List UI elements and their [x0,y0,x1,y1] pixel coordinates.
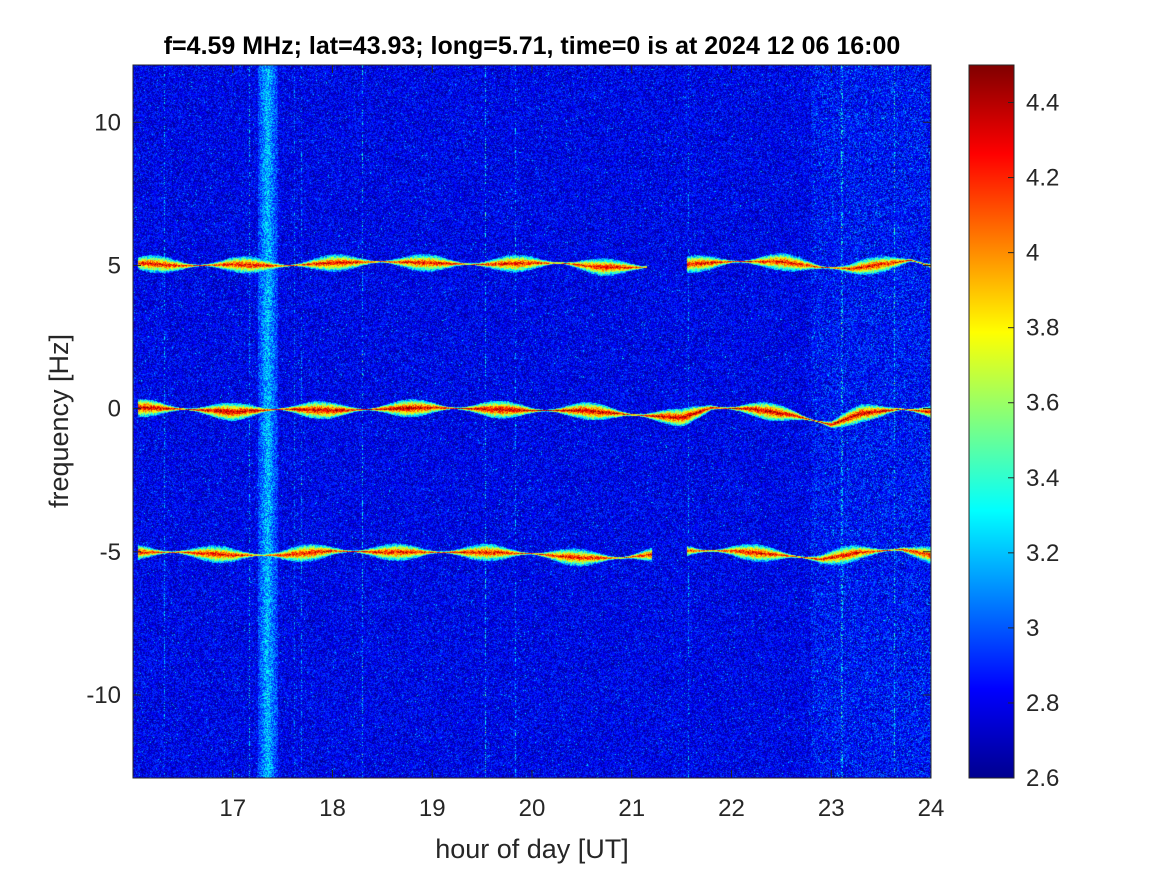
heatmap-image [133,65,931,778]
colorbar-tick-label: 4 [1026,240,1039,267]
x-tick-label: 21 [618,795,645,822]
colorbar-gradient [969,65,1014,778]
y-axis-label: frequency [Hz] [44,334,74,508]
colorbar-ticks: 2.6 2.8 3 3.2 3.4 3.6 3.8 4 4.2 4.4 [1008,90,1059,792]
colorbar-tick-label: 2.8 [1026,690,1059,717]
colorbar-frame [968,64,1015,779]
x-tick-label: 18 [319,795,346,822]
y-tick-label: -5 [100,539,121,566]
colorbar-tick-label: 3 [1026,615,1039,642]
y-tick-label: 0 [108,396,121,423]
x-axis: 17 18 19 20 21 22 23 24 [219,65,944,822]
x-tick-label: 22 [718,795,745,822]
colorbar: 2.6 2.8 3 3.2 3.4 3.6 3.8 4 4.2 4.4 [968,64,1059,792]
chart-title: f=4.59 MHz; lat=43.93; long=5.71, time=0… [164,32,901,60]
x-tick-label: 19 [419,795,446,822]
x-tick-label: 24 [918,795,945,822]
x-tick-label: 20 [519,795,546,822]
y-axis: -10 -5 0 5 10 [86,109,931,709]
x-tick-label: 23 [818,795,845,822]
y-tick-label: 5 [108,252,121,279]
y-tick-label: 10 [94,109,121,136]
y-tick-label: -10 [86,682,121,709]
colorbar-tick-label: 3.8 [1026,315,1059,342]
colorbar-tick-label: 3.4 [1026,465,1059,492]
colorbar-tick-label: 3.2 [1026,540,1059,567]
x-tick-label: 17 [219,795,246,822]
colorbar-tick-label: 4.2 [1026,165,1059,192]
colorbar-tick-label: 3.6 [1026,390,1059,417]
plot-area [132,64,932,779]
colorbar-tick-label: 4.4 [1026,90,1059,117]
colorbar-tick-label: 2.6 [1026,765,1059,792]
x-axis-label: hour of day [UT] [435,834,629,864]
